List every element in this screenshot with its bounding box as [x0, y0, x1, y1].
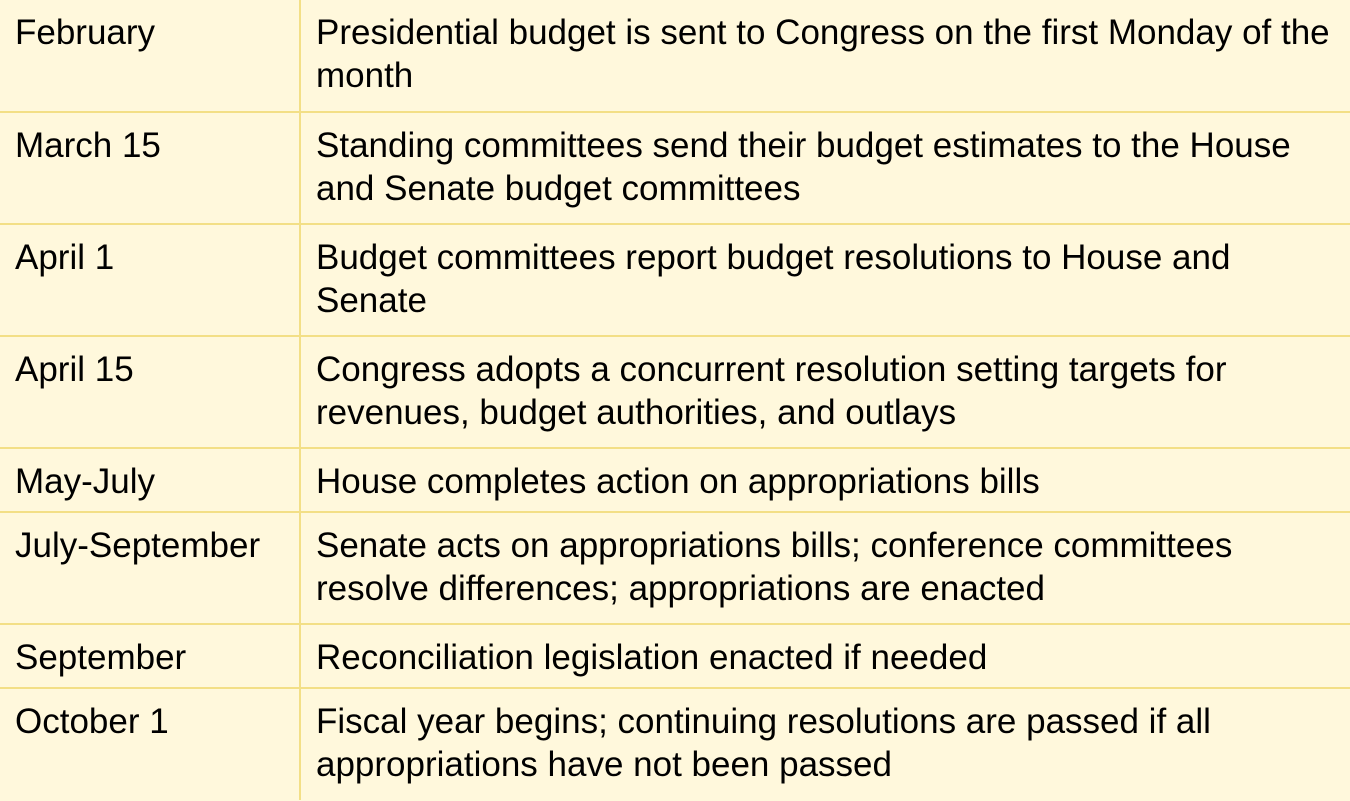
table-row: October 1 Fiscal year begins; continuing…	[0, 687, 1350, 800]
table-row: April 15 Congress adopts a concurrent re…	[0, 335, 1350, 449]
row-date: April 1	[0, 223, 301, 337]
table-row: May-July House completes action on appro…	[0, 447, 1350, 513]
row-event: House completes action on appropriations…	[299, 447, 1350, 513]
row-event: Senate acts on appropriations bills; con…	[299, 511, 1350, 625]
row-event: Congress adopts a concurrent resolution …	[299, 335, 1350, 449]
row-date: April 15	[0, 335, 301, 449]
table-row: September Reconciliation legislation ena…	[0, 623, 1350, 689]
table-row: March 15 Standing committees send their …	[0, 111, 1350, 225]
row-date: March 15	[0, 111, 301, 225]
row-event: Standing committees send their budget es…	[299, 111, 1350, 225]
row-event: Fiscal year begins; continuing resolutio…	[299, 687, 1350, 800]
row-event: Reconciliation legislation enacted if ne…	[299, 623, 1350, 689]
table-row: July-September Senate acts on appropriat…	[0, 511, 1350, 625]
table-row: February Presidential budget is sent to …	[0, 0, 1350, 113]
row-date: July-September	[0, 511, 301, 625]
table-row: April 1 Budget committees report budget …	[0, 223, 1350, 337]
row-date: February	[0, 0, 301, 113]
row-date: September	[0, 623, 301, 689]
row-event: Presidential budget is sent to Congress …	[299, 0, 1350, 113]
row-event: Budget committees report budget resoluti…	[299, 223, 1350, 337]
row-date: May-July	[0, 447, 301, 513]
row-date: October 1	[0, 687, 301, 800]
